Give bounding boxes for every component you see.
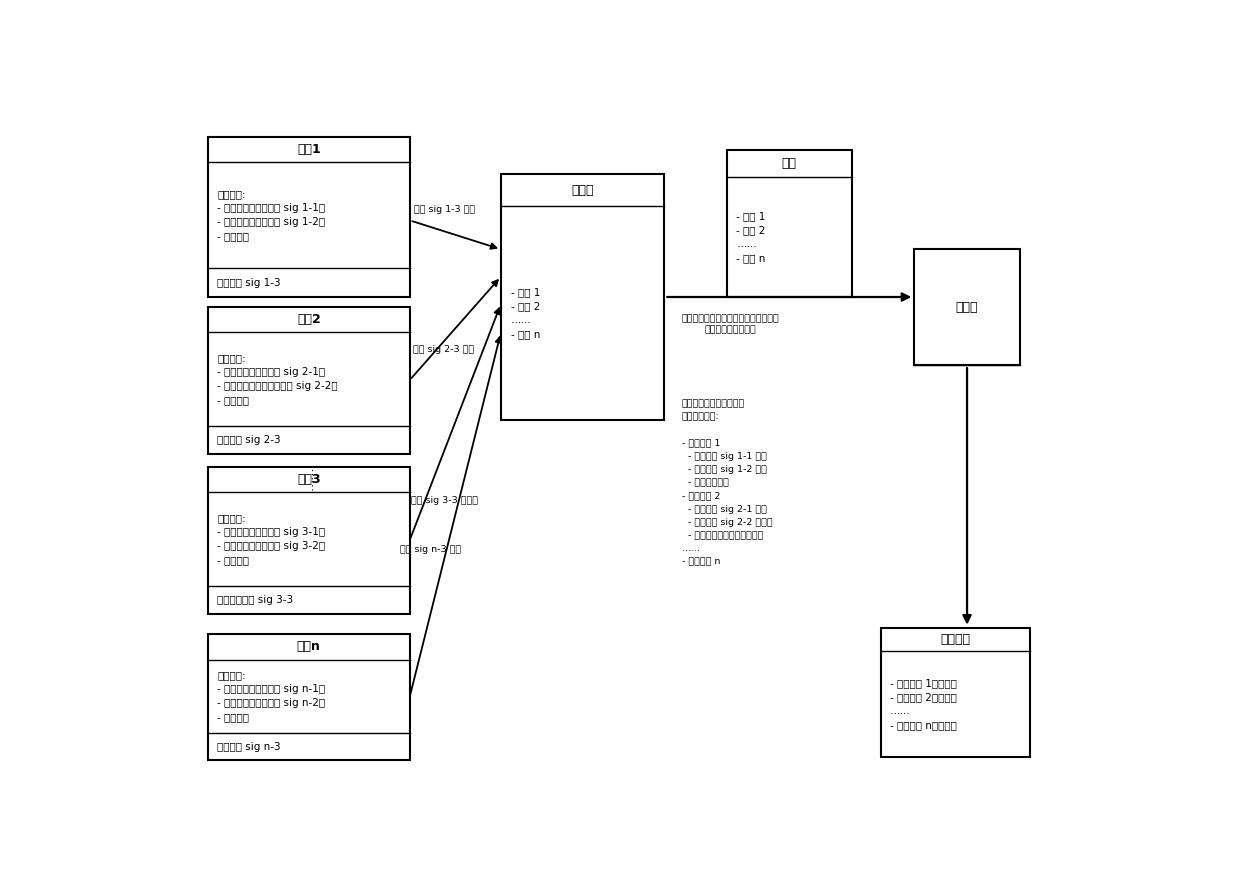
Bar xyxy=(880,627,1029,757)
Text: 区块: 区块 xyxy=(781,158,797,170)
Text: - 交易回执 1（成功）
- 交易回执 2（失败）
……
- 交易回执 n（成功）: - 交易回执 1（成功） - 交易回执 2（失败） …… - 交易回执 n（成功… xyxy=(890,678,957,730)
Text: 交易内容:
- 买入订单（包含签名 sig n-1）
- 卖出订单（包含签名 sig n-2）
- 撮合结果: 交易内容: - 买入订单（包含签名 sig n-1） - 卖出订单（包含签名 s… xyxy=(217,670,326,722)
Text: 交易池: 交易池 xyxy=(572,184,594,196)
Text: 交易n: 交易n xyxy=(296,641,321,653)
Text: 虚拟机: 虚拟机 xyxy=(956,301,978,313)
Text: 校验 sig 2-3 通过: 校验 sig 2-3 通过 xyxy=(413,345,474,354)
Text: 交易1: 交易1 xyxy=(296,143,321,156)
Text: 交易3: 交易3 xyxy=(296,473,321,487)
Text: 校验 sig 1-3 通过: 校验 sig 1-3 通过 xyxy=(414,205,476,214)
Bar xyxy=(501,174,665,419)
Text: 交易2: 交易2 xyxy=(296,313,321,327)
Bar xyxy=(914,250,1021,366)
Text: 校验 sig 3-3 未通过: 校验 sig 3-3 未通过 xyxy=(410,496,477,504)
Text: 交易池将校验通过的交易打包成区块，
交给虚拟机进行执行: 交易池将校验通过的交易打包成区块， 交给虚拟机进行执行 xyxy=(682,314,780,334)
Text: 交易签名 sig 2-3: 交易签名 sig 2-3 xyxy=(217,435,281,445)
Text: 区块回执: 区块回执 xyxy=(940,633,970,646)
Text: 交易内容:
- 买入订单（包含签名 sig 3-1）
- 卖出订单（包含签名 sig 3-2）
- 撮合结果: 交易内容: - 买入订单（包含签名 sig 3-1） - 卖出订单（包含签名 s… xyxy=(217,513,326,566)
Bar xyxy=(208,635,409,760)
Text: - 交易 1
- 交易 2
……
- 交易 n: - 交易 1 - 交易 2 …… - 交易 n xyxy=(737,211,766,263)
Text: 交易内容:
- 买入订单（包含签名 sig 2-1）
- 卖出订单（包含非法签名 sig 2-2）
- 撮合结果: 交易内容: - 买入订单（包含签名 sig 2-1） - 卖出订单（包含非法签名… xyxy=(217,353,339,405)
Text: - 交易 1
- 交易 2
……
- 交易 n: - 交易 1 - 交易 2 …… - 交易 n xyxy=(511,287,539,339)
Bar xyxy=(208,307,409,454)
Text: 非法交易签名 sig 3-3: 非法交易签名 sig 3-3 xyxy=(217,595,294,605)
Text: 虚拟机按顺序执行交易，
生成区块回执:

- 执行交易 1
  - 校验签名 sig 1-1 通过
  - 校验签名 sig 1-2 通过
  - 执行其它逻辑: 虚拟机按顺序执行交易， 生成区块回执: - 执行交易 1 - 校验签名 sig … xyxy=(682,399,773,566)
Text: 交易签名 sig 1-3: 交易签名 sig 1-3 xyxy=(217,278,281,288)
Bar xyxy=(727,150,852,297)
Text: 交易内容:
- 买入订单（包含签名 sig 1-1）
- 卖出订单（包含签名 sig 1-2）
- 撮合结果: 交易内容: - 买入订单（包含签名 sig 1-1） - 卖出订单（包含签名 s… xyxy=(217,189,326,242)
Text: 校验 sig n-3 通过: 校验 sig n-3 通过 xyxy=(401,544,461,554)
Bar xyxy=(208,467,409,614)
Bar xyxy=(208,137,409,297)
Text: 交易签名 sig n-3: 交易签名 sig n-3 xyxy=(217,742,281,751)
Text: ……: …… xyxy=(303,466,315,489)
